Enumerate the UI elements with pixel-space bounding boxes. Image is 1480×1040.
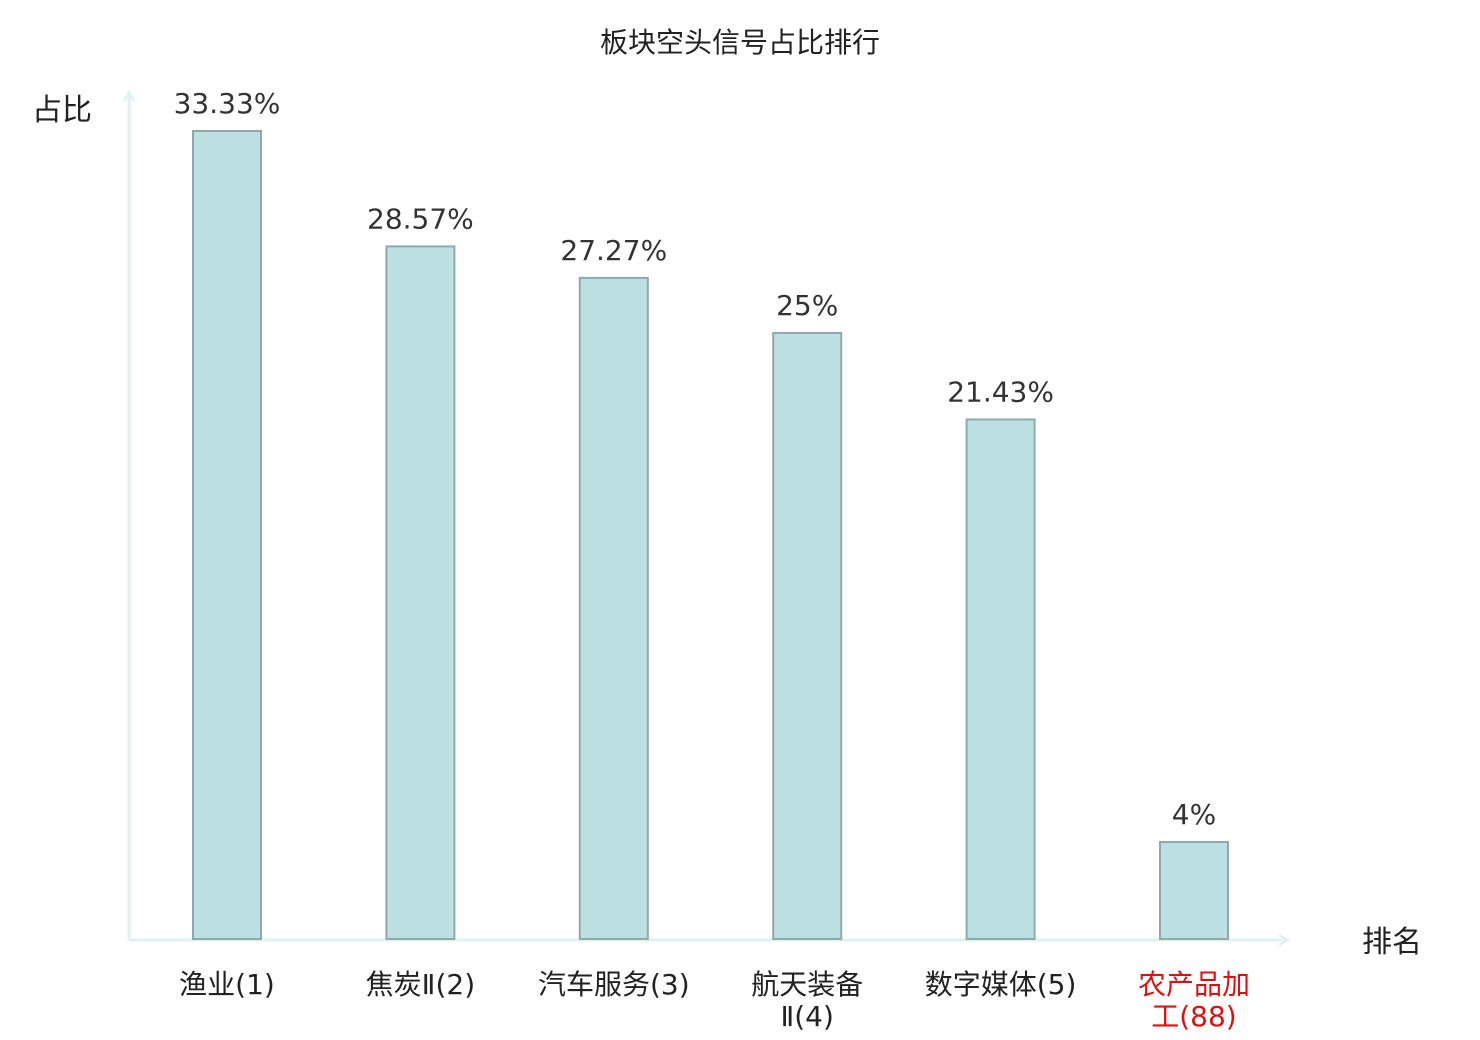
bar bbox=[965, 418, 1036, 940]
bar bbox=[385, 245, 456, 941]
chart-title: 板块空头信号占比排行 bbox=[600, 26, 880, 59]
bars-group: 33.33% 渔业(1) 28.57% 焦炭Ⅱ(2) 27.27% 汽车服务(3) 25% 航… bbox=[174, 87, 1250, 1033]
bar bbox=[578, 276, 649, 940]
category-label: 数字媒体(5) bbox=[925, 968, 1077, 1001]
value-label: 28.57% bbox=[367, 202, 474, 235]
y-axis-label: 占比 bbox=[32, 93, 92, 128]
x-axis-label: 排名 bbox=[1362, 925, 1422, 960]
bar bbox=[772, 331, 843, 940]
value-label: 27.27% bbox=[560, 234, 667, 267]
value-label: 25% bbox=[776, 289, 838, 322]
value-label: 21.43% bbox=[947, 375, 1054, 408]
category-label: 渔业(1) bbox=[179, 968, 275, 1001]
category-label: 农产品加工(88) bbox=[1138, 968, 1250, 1033]
bar bbox=[192, 130, 262, 940]
value-label: 4% bbox=[1172, 798, 1216, 831]
category-label: 焦炭Ⅱ(2) bbox=[366, 968, 475, 1001]
category-label: 航天装备 Ⅱ(4) bbox=[751, 968, 863, 1033]
category-label: 汽车服务(3) bbox=[538, 968, 690, 1001]
bar bbox=[1159, 841, 1229, 940]
value-label: 33.33% bbox=[174, 87, 281, 120]
